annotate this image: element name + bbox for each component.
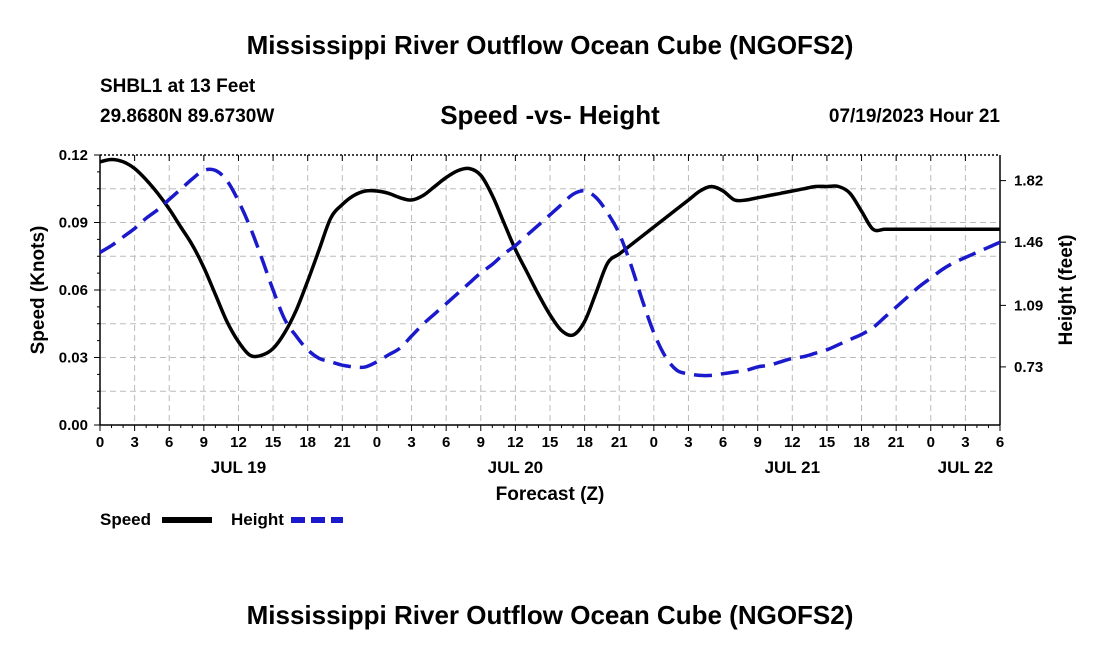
x-tick-label: 6: [996, 434, 1004, 451]
x-tick-label: 21: [334, 434, 351, 451]
x-tick-label: 18: [853, 434, 870, 451]
coordinates-label: 29.8680N 89.6730W: [100, 106, 275, 127]
x-tick-label: 3: [130, 434, 138, 451]
x-tick-label: 0: [373, 434, 381, 451]
grid-lines: [100, 155, 1000, 425]
x-tick-label: 21: [611, 434, 628, 451]
axis-labels: 0 3 6 9 12 15 18 21 0 3 6 9 12 15 18 21 0 3 6 9 12 15 18 21 0 3 6J…: [28, 147, 1077, 505]
y-right-tick-label: 1.09: [1014, 297, 1043, 314]
x-tick-label: 0: [650, 434, 658, 451]
x-tick-label: 15: [265, 434, 282, 451]
x-day-label: JUL 19: [211, 458, 266, 477]
station-label: SHBL1 at 13 Feet: [100, 76, 256, 97]
x-tick-label: 0: [96, 434, 104, 451]
legend-speed-label: Speed: [100, 510, 152, 529]
y-left-tick-label: 0.03: [59, 350, 88, 367]
y-right-axis-title: Height (feet): [1056, 235, 1077, 346]
x-tick-label: 21: [888, 434, 905, 451]
x-day-label: JUL 22: [938, 458, 993, 477]
y-left-tick-label: 0.06: [59, 282, 88, 299]
forecast-datetime: 07/19/2023 Hour 21: [828, 106, 1000, 127]
x-tick-label: 15: [542, 434, 559, 451]
chart-subtitle: Speed -vs- Height: [440, 100, 660, 130]
y-left-tick-label: 0.12: [59, 147, 88, 164]
x-tick-label: 6: [165, 434, 173, 451]
x-tick-label: 3: [684, 434, 692, 451]
x-tick-label: 3: [961, 434, 969, 451]
y-left-axis-title: Speed (Knots): [28, 226, 49, 355]
x-axis-title: Forecast (Z): [496, 484, 605, 505]
x-tick-label: 9: [477, 434, 485, 451]
series-line-height: [99, 167, 1001, 378]
x-tick-label: 9: [754, 434, 762, 451]
legend-height-label: Height: [231, 510, 284, 529]
axis-ticks: [94, 154, 1006, 431]
x-tick-label: 3: [407, 434, 415, 451]
y-right-tick-label: 1.82: [1014, 173, 1043, 190]
x-tick-label: 12: [507, 434, 524, 451]
x-tick-label: 12: [784, 434, 801, 451]
x-tick-label: 12: [230, 434, 247, 451]
y-left-tick-label: 0.00: [59, 417, 88, 434]
x-tick-label: 18: [576, 434, 593, 451]
y-right-tick-label: 0.73: [1014, 359, 1043, 376]
page-title: Mississippi River Outflow Ocean Cube (NG…: [246, 30, 854, 60]
x-day-label: JUL 20: [488, 458, 543, 477]
y-left-tick-label: 0.09: [59, 215, 88, 232]
x-day-label: JUL 21: [765, 458, 820, 477]
x-tick-label: 0: [927, 434, 935, 451]
y-right-tick-label: 1.46: [1014, 234, 1043, 251]
x-tick-label: 9: [200, 434, 208, 451]
series-line-speed: [99, 157, 1000, 359]
x-tick-label: 18: [299, 434, 316, 451]
x-tick-label: 15: [819, 434, 836, 451]
x-tick-label: 6: [719, 434, 727, 451]
series-lines: [99, 157, 1001, 378]
footer-title: Mississippi River Outflow Ocean Cube (NG…: [246, 600, 854, 630]
x-tick-label: 6: [442, 434, 450, 451]
